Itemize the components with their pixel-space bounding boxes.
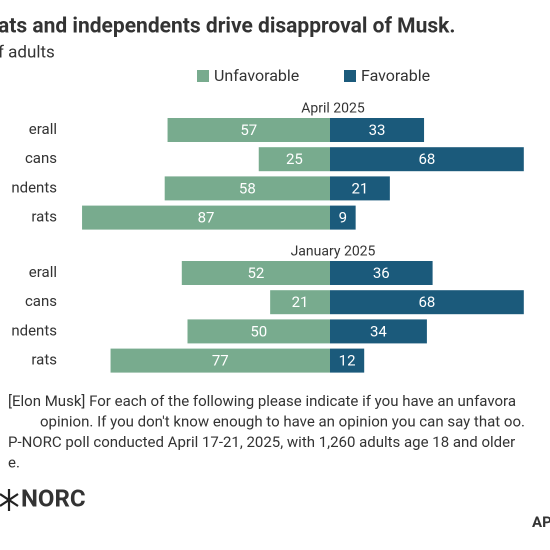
chart-subtitle: f adults [0, 42, 55, 62]
bar [330, 348, 365, 373]
category-label: rats [31, 208, 57, 226]
bar [330, 319, 427, 344]
legend: Unfavorable Favorable [197, 66, 430, 85]
value-label: 57 [240, 121, 257, 139]
panel-label: April 2025 [301, 101, 365, 117]
legend-label: Favorable [361, 66, 430, 85]
footnote: P-NORC poll conducted April 17-21, 2025,… [8, 433, 515, 451]
bar [270, 290, 330, 315]
value-label: 77 [212, 352, 229, 370]
bar [82, 205, 330, 230]
notes: [Elon Musk] For each of the following pl… [8, 392, 525, 472]
value-label: 21 [351, 179, 368, 197]
category-label: rats [31, 351, 57, 369]
bar [330, 176, 390, 201]
value-label: 68 [418, 293, 435, 311]
footnote: [Elon Musk] For each of the following pl… [8, 392, 516, 410]
source-logo: AP [532, 513, 550, 531]
legend-label: Unfavorable [214, 66, 299, 85]
bar [181, 261, 330, 285]
bar [164, 176, 330, 201]
value-label: 12 [339, 352, 356, 370]
panel-label: January 2025 [291, 244, 376, 260]
chart-title: ats and independents drive disapproval o… [0, 15, 455, 39]
category-label: ndents [11, 178, 57, 196]
footnote: opinion. If you don't know enough to hav… [40, 412, 525, 430]
logo: NORC [21, 484, 86, 512]
value-label: 52 [247, 264, 264, 282]
value-label: 68 [418, 150, 435, 168]
bar [330, 147, 524, 172]
bar [167, 118, 330, 142]
value-label: 21 [292, 293, 309, 311]
bar [330, 290, 524, 315]
bar [187, 319, 330, 344]
value-label: 58 [239, 179, 256, 197]
logo-icon [0, 489, 19, 511]
value-label: 25 [286, 150, 303, 168]
value-label: 36 [373, 264, 390, 282]
legend-swatch [344, 70, 356, 82]
bar [258, 147, 330, 172]
bar [330, 118, 425, 142]
bar [330, 261, 433, 285]
bar [110, 348, 330, 373]
category-label: ndents [11, 321, 57, 339]
category-label: erall [29, 120, 57, 138]
value-label: 9 [339, 209, 347, 227]
value-label: 87 [198, 209, 215, 227]
legend-swatch [197, 70, 209, 82]
category-label: cans [25, 292, 57, 310]
footnote: e. [8, 453, 20, 471]
category-label: cans [25, 149, 57, 167]
category-label: erall [29, 263, 57, 281]
bar [330, 205, 356, 230]
value-label: 33 [369, 121, 386, 139]
value-label: 50 [250, 322, 267, 340]
value-label: 34 [370, 322, 387, 340]
